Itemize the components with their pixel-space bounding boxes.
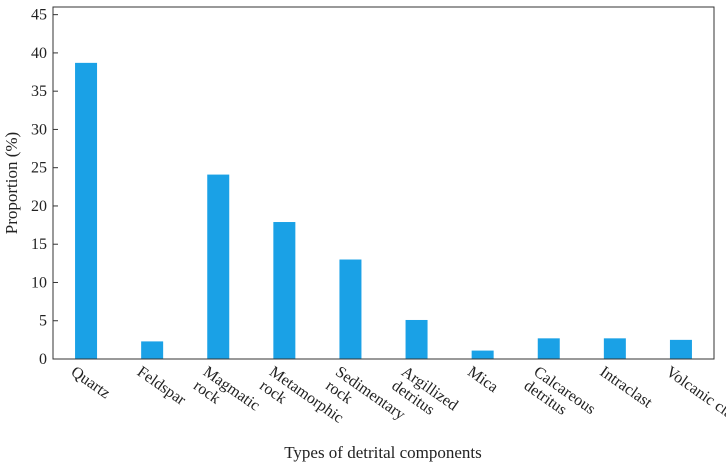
bars bbox=[75, 62, 692, 359]
x-axis-tick-labels: Quartz Feldspar Magmaticrock Metamorphicroc… bbox=[68, 363, 726, 437]
x-tick-label: Intraclast bbox=[597, 363, 656, 411]
y-tick-label: 25 bbox=[31, 160, 47, 177]
y-tick-label: 30 bbox=[31, 121, 47, 138]
y-tick-label: 20 bbox=[31, 198, 47, 215]
bar bbox=[669, 339, 692, 359]
bar bbox=[75, 62, 98, 359]
bar bbox=[603, 338, 626, 359]
x-tick-label: Feldspar bbox=[134, 363, 189, 409]
x-tick-label: Sedimentaryrock bbox=[322, 363, 408, 437]
y-tick-label: 0 bbox=[39, 351, 47, 368]
x-tick-label: Magmaticrock bbox=[190, 363, 263, 428]
bar bbox=[537, 338, 560, 359]
bar bbox=[471, 350, 494, 359]
y-tick-label: 5 bbox=[39, 313, 47, 330]
y-axis-label: Proportion (%) bbox=[2, 132, 21, 234]
bar bbox=[405, 319, 428, 359]
y-tick-label: 35 bbox=[31, 83, 47, 100]
y-axis-ticks: 0 5 10 15 20 25 30 35 40 45 bbox=[31, 7, 58, 368]
y-tick-label: 45 bbox=[31, 7, 47, 24]
y-tick-label: 10 bbox=[31, 274, 47, 291]
x-axis-label: Types of detrital components bbox=[284, 443, 482, 462]
bar bbox=[207, 174, 230, 359]
y-tick-label: 40 bbox=[31, 45, 47, 62]
plot-frame bbox=[52, 6, 715, 360]
bar bbox=[339, 259, 362, 359]
x-tick-label: Mica bbox=[464, 363, 501, 396]
x-tick-label: Calcareousdetritus bbox=[521, 363, 599, 432]
bar bbox=[141, 341, 164, 359]
x-tick-label: Volcanic clast bbox=[663, 363, 726, 428]
bar bbox=[273, 222, 296, 359]
y-tick-label: 15 bbox=[31, 236, 47, 253]
x-tick-label: Quartz bbox=[68, 363, 113, 402]
